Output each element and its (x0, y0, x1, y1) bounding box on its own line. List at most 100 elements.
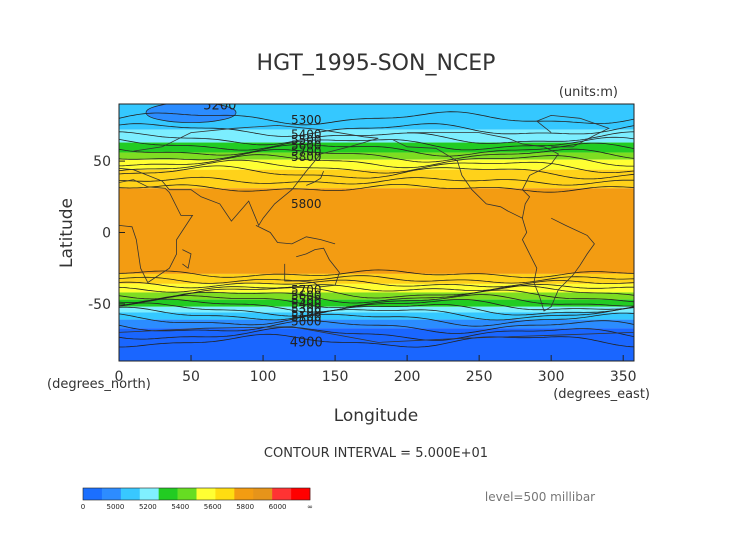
contour-line (119, 142, 634, 157)
coastline (255, 225, 336, 245)
contour-label: 4900 (290, 336, 323, 351)
contour-line (119, 326, 634, 341)
y-axis-label: Latitude (57, 198, 77, 268)
contour-line (119, 148, 634, 163)
coastline (119, 326, 634, 343)
x-tick-label: 50 (182, 369, 200, 385)
contour-line (119, 294, 634, 308)
contour-label: 5200 (203, 99, 236, 114)
latitude-band-13 (119, 319, 634, 329)
latitude-band-8 (119, 283, 634, 293)
contour-line (119, 279, 634, 289)
y-tick-label: -50 (88, 297, 111, 313)
x-tick-label: 300 (538, 369, 565, 385)
x-tick-label: 350 (610, 369, 637, 385)
colorbar-swatch (177, 488, 197, 500)
contour-label: 5300 (291, 301, 322, 315)
contour-line (119, 275, 634, 284)
contour-label: 5400 (291, 297, 322, 311)
contour-line (119, 176, 634, 186)
latitude-band-9 (119, 292, 634, 300)
contour-label: 5500 (291, 133, 322, 147)
x-units-label: (degrees_east) (553, 387, 650, 402)
contour-line (119, 312, 634, 327)
colorbar-swatch (291, 488, 311, 500)
plot-area: 5200530054005500560057005800580057005600… (119, 99, 634, 361)
contour-line (119, 298, 634, 313)
latitude-band-14 (119, 328, 634, 361)
colorbar-swatch (234, 488, 254, 500)
colorbar-tick-label: ∞ (307, 503, 313, 511)
colorbar-tick-label: 5200 (139, 503, 157, 511)
contour-label: 5800 (291, 197, 322, 211)
colorbar-swatch (101, 488, 122, 500)
colorbar-swatch (215, 488, 235, 500)
colorbar-swatch (120, 488, 141, 500)
contour-label: 5600 (291, 289, 322, 303)
contour-interval-text: CONTOUR INTERVAL = 5.000E+01 (264, 446, 488, 461)
x-tick-label: 100 (250, 369, 277, 385)
x-axis-label: Longitude (334, 406, 419, 426)
coastline (392, 132, 559, 219)
colorbar: 0 5000 5200 5400 5600 5800 6000 ∞ (81, 487, 313, 511)
contour-label: 5800 (291, 150, 322, 164)
x-tick-label: 150 (322, 369, 349, 385)
contour-line (119, 184, 634, 193)
contour-line (119, 159, 634, 174)
y-units-label: (degrees_north) (47, 377, 151, 392)
contour-line (119, 136, 634, 151)
latitude-band-12 (119, 312, 634, 320)
coastline (536, 114, 610, 148)
contour-label: 5700 (291, 144, 322, 158)
colorbar-tick-label: 6000 (269, 503, 287, 511)
colorbar-tick-label: 5400 (171, 503, 189, 511)
coastline (284, 247, 340, 288)
latitude-band-10 (119, 299, 634, 307)
colorbar-swatch (196, 488, 216, 500)
x-tick-label: 200 (394, 369, 421, 385)
contour-line (119, 285, 634, 300)
contour-line (119, 165, 634, 180)
colorbar-tick-label: 5000 (107, 503, 125, 511)
coastline (521, 217, 595, 312)
contour-label: 5300 (291, 113, 322, 127)
contour-line (119, 154, 634, 169)
axes: 0 50 100 150 200 250 300 350 50 0 -50 (88, 103, 637, 385)
latitude-band-1 (119, 129, 634, 143)
contour-label: 5100 (291, 310, 322, 324)
contour-label: 5700 (291, 283, 322, 297)
contour-label: 5200 (291, 306, 322, 320)
x-tick-label: 250 (466, 369, 493, 385)
coastline (182, 249, 192, 269)
polar-low-region (145, 104, 237, 123)
colorbar-tick-label: 5800 (236, 503, 254, 511)
contour-line (119, 289, 634, 304)
latitude-band-3 (119, 152, 634, 160)
contour-label: 5000 (291, 314, 322, 328)
colorbar-swatch (253, 488, 273, 500)
coastline (119, 124, 379, 227)
colorbar-swatch (83, 488, 103, 500)
contour-line (119, 123, 634, 137)
latitude-band-6 (119, 188, 634, 274)
units-label: (units:m) (559, 85, 618, 100)
coastline (306, 170, 324, 186)
contour-label: 5600 (291, 139, 322, 153)
x-tick-label: 0 (115, 369, 124, 385)
latitude-band-11 (119, 306, 634, 313)
colorbar-frame (82, 487, 311, 501)
contour-line (119, 320, 634, 334)
colorbar-swatch (158, 488, 178, 500)
contour-line (119, 333, 634, 348)
latitude-band-7 (119, 273, 634, 284)
contour-line (119, 283, 634, 293)
contour-line (119, 306, 634, 321)
contour-line (119, 131, 634, 146)
y-tick-label: 50 (93, 154, 111, 170)
contour-line (119, 111, 634, 126)
colorbar-swatch (139, 488, 159, 500)
latitude-band-2 (119, 142, 634, 153)
colorbar-tick-label: 5600 (204, 503, 222, 511)
